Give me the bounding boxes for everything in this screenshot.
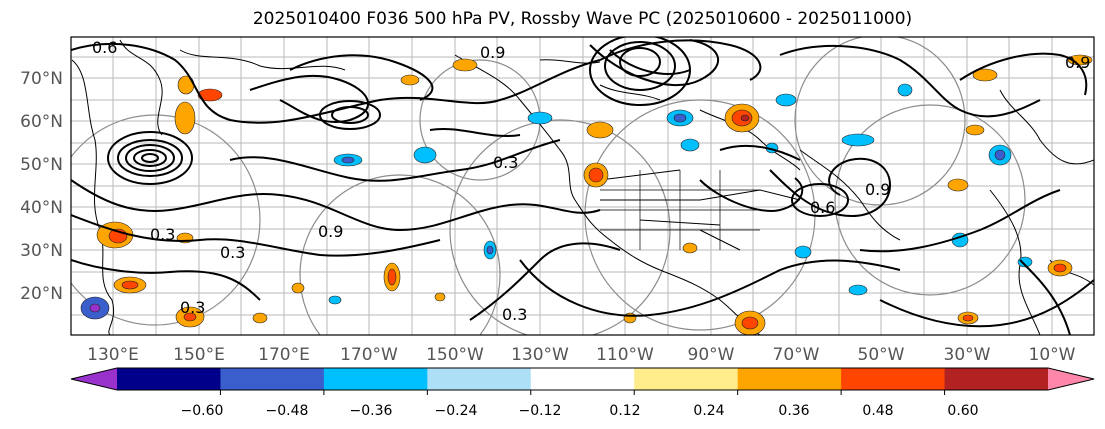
contour-label: 0.3 xyxy=(493,153,518,172)
lon-label: 70°W xyxy=(773,345,820,365)
colorbar xyxy=(70,367,1095,395)
colorbar-segment xyxy=(944,368,1049,390)
wave-packet-circles xyxy=(71,37,1026,335)
colorbar-tick-label: −0.48 xyxy=(266,403,309,419)
colorbar-tick-label: −0.60 xyxy=(181,403,224,419)
lon-label: 50°W xyxy=(858,345,905,365)
graticule xyxy=(71,37,1094,335)
lon-label: 110°W xyxy=(596,345,654,365)
lat-label: 50°N xyxy=(20,155,63,175)
contour-label: 0.3 xyxy=(180,298,205,317)
colorbar-segment xyxy=(427,368,532,390)
colorbar-tick-label: −0.12 xyxy=(519,403,562,419)
colorbar-segment xyxy=(737,368,842,390)
colorbar-segment xyxy=(323,368,428,390)
lon-label: 30°W xyxy=(944,345,991,365)
latitude-axis: 70°N 60°N 50°N 40°N 30°N 20°N xyxy=(20,69,63,304)
map-frame xyxy=(70,36,1095,336)
colorbar-outline xyxy=(70,367,1095,391)
contour-label: 0.6 xyxy=(92,38,117,57)
contour-label: 0.3 xyxy=(150,225,175,244)
lon-label: 170°E xyxy=(258,345,310,365)
lat-label: 30°N xyxy=(20,241,63,261)
lat-label: 20°N xyxy=(20,284,63,304)
lon-label: 10°W xyxy=(1029,345,1076,365)
colorbar-segment xyxy=(117,368,221,390)
lat-label: 40°N xyxy=(20,198,63,218)
closed-low-contours xyxy=(107,37,849,217)
colorbar-tick-label: −0.36 xyxy=(350,403,393,419)
longitude-axis: 130°E 150°E 170°E 170°W 150°W 130°W 110°… xyxy=(87,345,1076,365)
lat-label: 60°N xyxy=(20,112,63,132)
lon-label: 130°W xyxy=(511,345,569,365)
lon-label: 90°W xyxy=(688,345,735,365)
lon-label: 150°W xyxy=(426,345,484,365)
colorbar-segment xyxy=(530,368,635,390)
colorbar-extend-max xyxy=(1048,368,1094,390)
contour-label: 0.9 xyxy=(480,43,505,62)
colorbar-extend-min xyxy=(71,368,117,390)
lon-label: 170°W xyxy=(340,345,398,365)
colorbar-tick-label: −0.24 xyxy=(435,403,478,419)
contour-label: 0.9 xyxy=(865,180,890,199)
pv-contours xyxy=(71,39,1094,335)
colorbar-tick-label: 0.48 xyxy=(862,403,893,419)
colorbar-tick-label: 0.24 xyxy=(693,403,724,419)
contour-label: 0.3 xyxy=(220,243,245,262)
contour-labels: 0.6 0.9 0.9 0.3 0.3 0.9 0.3 0.3 0.3 0.6 … xyxy=(92,38,1090,324)
contour-label: 0.3 xyxy=(502,305,527,324)
anomaly-patches xyxy=(80,54,1093,335)
colorbar-segment xyxy=(634,368,739,390)
colorbar-tick-label: 0.12 xyxy=(609,403,640,419)
map-title: 2025010400 F036 500 hPa PV, Rossby Wave … xyxy=(252,9,913,29)
colorbar-segment xyxy=(841,368,946,390)
lat-label: 70°N xyxy=(20,69,63,89)
lon-label: 130°E xyxy=(87,345,139,365)
colorbar-tick-label: 0.60 xyxy=(947,403,978,419)
colorbar-tick-labels: −0.60 −0.48 −0.36 −0.24 −0.12 0.12 0.24 … xyxy=(181,403,979,419)
contour-label: 0.9 xyxy=(318,222,343,241)
contour-label: 0.9 xyxy=(1065,53,1090,72)
colorbar-segment xyxy=(220,368,325,390)
contour-label: 0.6 xyxy=(810,198,835,217)
colorbar-tick-label: 0.36 xyxy=(778,403,809,419)
us-state-lines xyxy=(600,170,760,250)
lon-label: 150°E xyxy=(173,345,225,365)
